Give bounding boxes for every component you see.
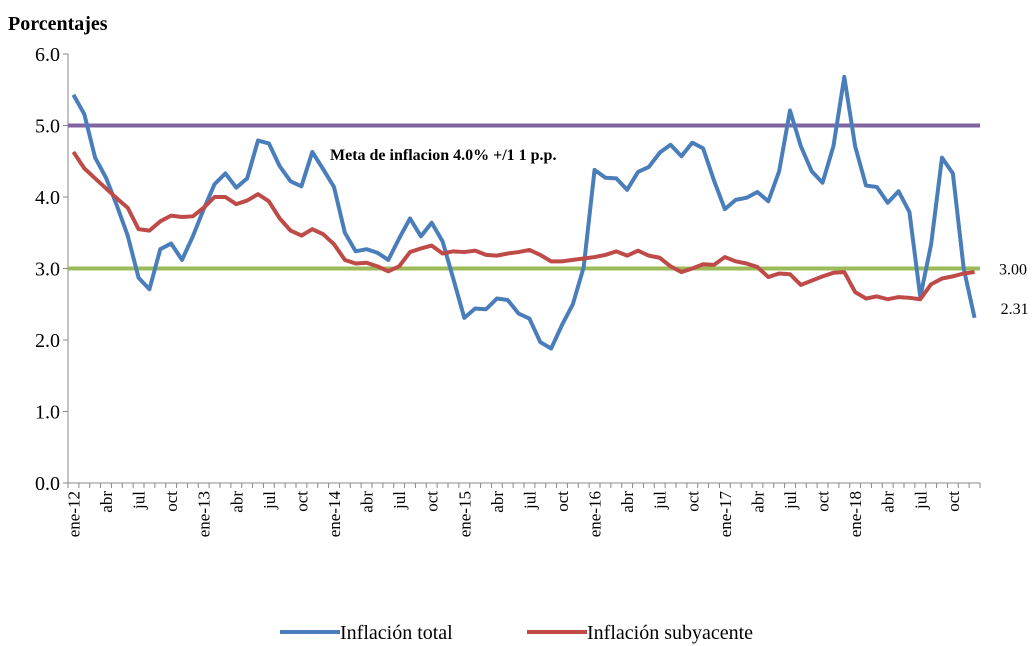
y-tick-label: 2.0 [35, 330, 60, 352]
x-tick-label: abr [879, 491, 898, 513]
x-tick-label: jul [911, 491, 930, 510]
x-tick-label: jul [781, 491, 800, 510]
y-axis-label: Porcentajes [8, 13, 108, 35]
x-tick-label: abr [488, 491, 507, 513]
x-tick-label: ene-14 [325, 491, 344, 538]
data-label: 2.31 [1001, 301, 1029, 318]
x-tick-label: abr [358, 491, 377, 513]
x-tick-label: ene-16 [586, 491, 605, 537]
x-tick-label: oct [814, 491, 833, 512]
x-tick-label: jul [390, 491, 409, 510]
x-tick-label: ene-12 [64, 491, 83, 537]
reference-label: 3.00 [999, 262, 1027, 279]
x-tick-label: jul [260, 491, 279, 510]
x-tick-label: abr [618, 491, 637, 513]
x-tick-label: abr [748, 491, 767, 513]
x-tick-label: jul [520, 491, 539, 510]
y-tick-label: 5.0 [35, 116, 60, 138]
y-tick-label: 4.0 [35, 187, 60, 209]
x-tick-label: jul [651, 491, 670, 510]
y-tick-label: 6.0 [35, 44, 60, 66]
x-tick-label: ene-18 [846, 491, 865, 537]
x-tick-label: ene-15 [455, 491, 474, 537]
x-tick-label: abr [97, 491, 116, 513]
series-line [71, 74, 977, 351]
x-tick-label: oct [944, 491, 963, 512]
y-tick-label: 3.0 [35, 259, 60, 281]
x-tick-label: oct [292, 491, 311, 512]
x-tick-label: abr [227, 491, 246, 513]
x-tick-label: jul [130, 491, 149, 510]
x-tick-label: oct [162, 491, 181, 512]
x-tick-label: oct [683, 491, 702, 512]
x-tick-label: oct [553, 491, 572, 512]
x-tick-label: ene-17 [716, 491, 735, 538]
x-tick-label: ene-13 [195, 491, 214, 537]
x-tick-label: oct [423, 491, 442, 512]
legend-label: Inflación total [340, 622, 453, 644]
y-tick-label: 0.0 [35, 473, 60, 495]
series-line [71, 150, 975, 302]
annotation: Meta de inflacion 4.0% +/1 1 p.p. [330, 147, 556, 164]
y-tick-label: 1.0 [35, 402, 60, 424]
legend-label: Inflación subyacente [587, 622, 753, 644]
